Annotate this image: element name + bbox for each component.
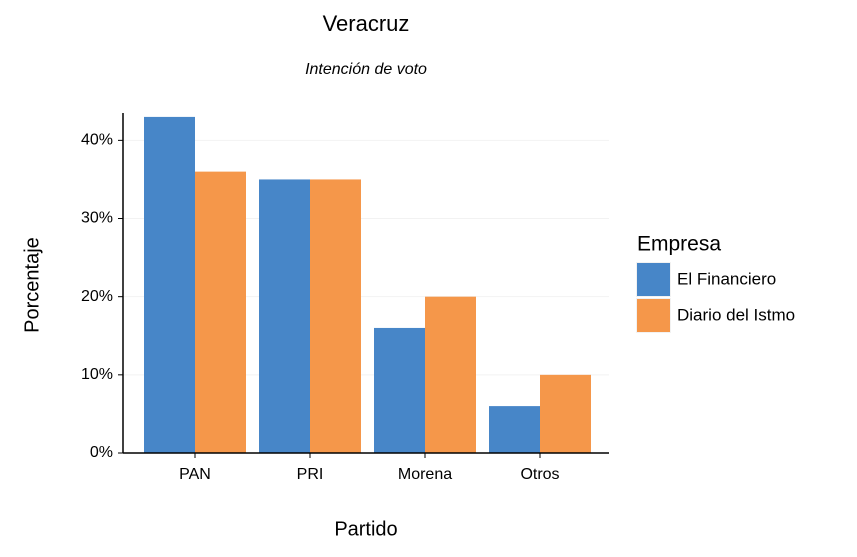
y-axis-label: Porcentaje [21,237,43,333]
x-tick-label: Morena [398,466,452,483]
y-tick-label: 0% [90,444,113,461]
chart-subtitle: Intención de voto [305,61,427,78]
bar [310,179,361,454]
legend-swatch [637,263,670,296]
bar [540,374,591,453]
x-tick-label: PRI [297,466,324,483]
legend-swatch [637,299,670,332]
bar [195,171,246,453]
legend-label: El Financiero [677,269,776,288]
x-axis-label: Partido [334,518,397,540]
bar [489,406,540,453]
bar [259,179,310,454]
bar [425,296,476,453]
x-tick-label: PAN [179,466,211,483]
y-tick-label: 30% [81,210,113,227]
bar [374,327,425,453]
y-tick-label: 10% [81,366,113,383]
legend-title: Empresa [637,233,721,256]
bar [144,116,195,453]
x-tick-label: Otros [520,466,559,483]
y-tick-label: 20% [81,288,113,305]
y-tick-label: 40% [81,132,113,149]
legend-label: Diario del Istmo [677,305,795,324]
chart-title: Veracruz [323,11,410,36]
